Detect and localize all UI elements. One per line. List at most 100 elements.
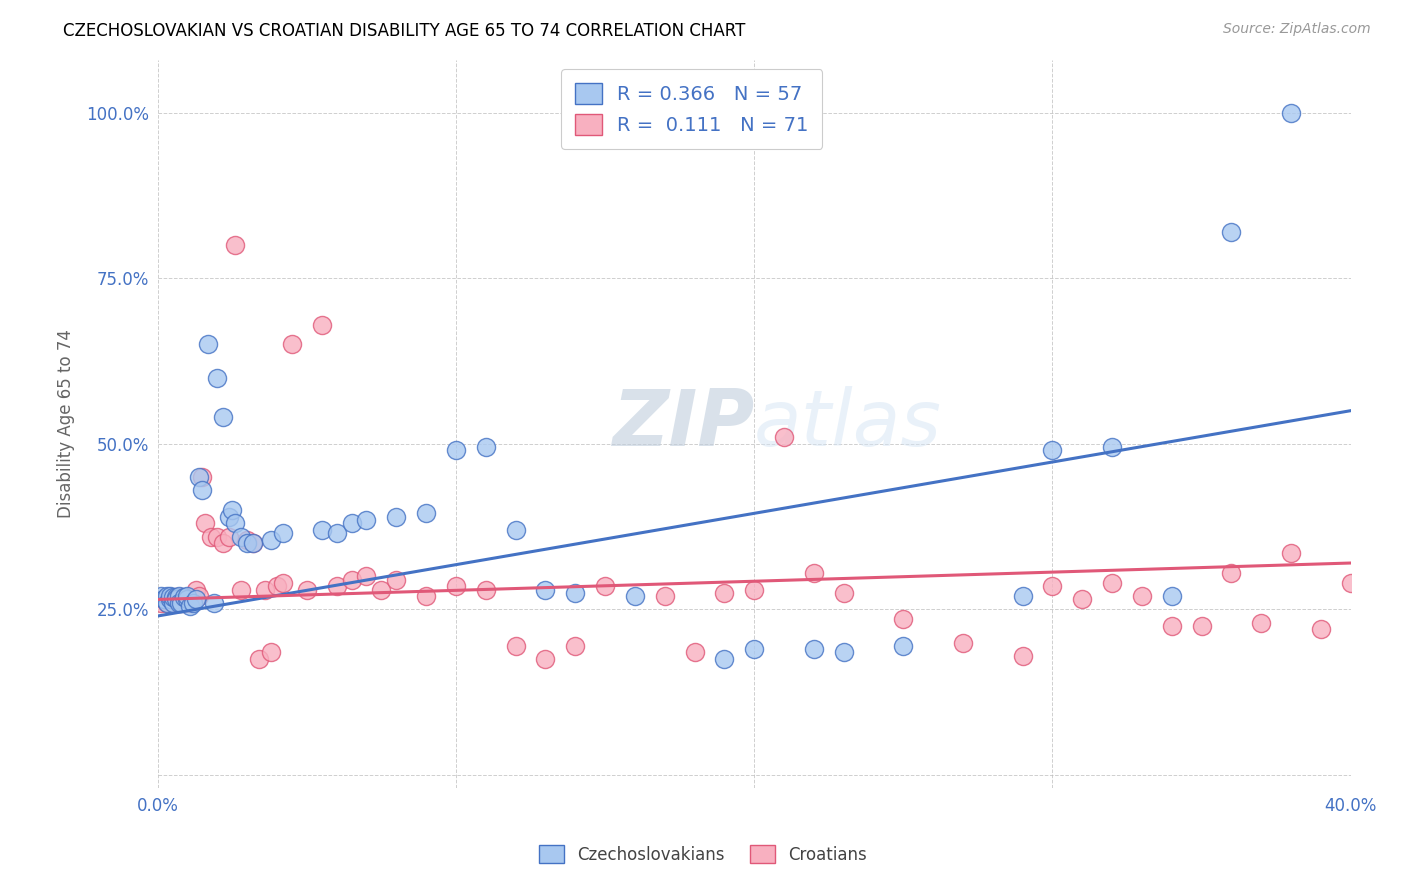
Point — [149, 596, 172, 610]
Legend: R = 0.366   N = 57, R =  0.111   N = 71: R = 0.366 N = 57, R = 0.111 N = 71 — [561, 70, 823, 149]
Point — [534, 652, 557, 666]
Point — [197, 337, 219, 351]
Point — [713, 586, 735, 600]
Point — [176, 589, 198, 603]
Point — [188, 470, 211, 484]
Point — [742, 582, 765, 597]
Point — [253, 582, 276, 597]
Point — [311, 318, 333, 332]
Point — [221, 503, 243, 517]
Point — [266, 579, 288, 593]
Point — [186, 582, 208, 597]
Point — [1220, 566, 1243, 580]
Point — [803, 566, 825, 580]
Point — [179, 599, 201, 613]
Point — [165, 591, 187, 605]
Point — [173, 596, 195, 610]
Legend: Czechoslovakians, Croatians: Czechoslovakians, Croatians — [533, 838, 873, 871]
Point — [654, 589, 676, 603]
Point — [224, 238, 246, 252]
Point — [224, 516, 246, 531]
Point — [170, 591, 193, 605]
Point — [385, 509, 408, 524]
Point — [149, 589, 172, 603]
Point — [165, 596, 187, 610]
Point — [1101, 440, 1123, 454]
Point — [179, 596, 201, 610]
Point — [325, 579, 347, 593]
Point — [152, 592, 174, 607]
Point — [162, 591, 184, 605]
Point — [159, 589, 181, 603]
Point — [1130, 589, 1153, 603]
Point — [624, 589, 647, 603]
Point — [1160, 619, 1182, 633]
Point — [295, 582, 318, 597]
Point — [370, 582, 392, 597]
Point — [247, 652, 270, 666]
Point — [162, 594, 184, 608]
Point — [832, 586, 855, 600]
Point — [1279, 546, 1302, 560]
Point — [165, 592, 187, 607]
Point — [159, 592, 181, 607]
Point — [155, 591, 177, 605]
Point — [713, 652, 735, 666]
Point — [202, 596, 225, 610]
Point — [1042, 443, 1064, 458]
Y-axis label: Disability Age 65 to 74: Disability Age 65 to 74 — [58, 329, 75, 518]
Point — [340, 573, 363, 587]
Point — [385, 573, 408, 587]
Point — [281, 337, 304, 351]
Point — [183, 596, 205, 610]
Point — [1279, 105, 1302, 120]
Point — [218, 509, 240, 524]
Point — [162, 596, 184, 610]
Point — [260, 645, 283, 659]
Text: Source: ZipAtlas.com: Source: ZipAtlas.com — [1223, 22, 1371, 37]
Point — [167, 596, 190, 610]
Point — [891, 639, 914, 653]
Point — [218, 529, 240, 543]
Point — [212, 536, 235, 550]
Point — [188, 589, 211, 603]
Point — [444, 579, 467, 593]
Point — [356, 513, 378, 527]
Point — [505, 639, 527, 653]
Point — [167, 596, 190, 610]
Point — [200, 529, 222, 543]
Point — [564, 586, 586, 600]
Point — [176, 592, 198, 607]
Point — [311, 523, 333, 537]
Point — [207, 370, 229, 384]
Point — [212, 410, 235, 425]
Point — [340, 516, 363, 531]
Point — [1309, 622, 1331, 636]
Point — [167, 589, 190, 603]
Point — [191, 470, 214, 484]
Text: atlas: atlas — [754, 386, 942, 462]
Point — [173, 591, 195, 605]
Point — [474, 582, 496, 597]
Point — [152, 592, 174, 607]
Point — [155, 596, 177, 610]
Point — [1220, 225, 1243, 239]
Point — [162, 596, 184, 610]
Point — [271, 526, 294, 541]
Point — [194, 516, 217, 531]
Point — [832, 645, 855, 659]
Text: ZIP: ZIP — [612, 386, 754, 462]
Point — [505, 523, 527, 537]
Point — [1011, 648, 1033, 663]
Point — [1101, 575, 1123, 590]
Point — [236, 533, 259, 547]
Text: CZECHOSLOVAKIAN VS CROATIAN DISABILITY AGE 65 TO 74 CORRELATION CHART: CZECHOSLOVAKIAN VS CROATIAN DISABILITY A… — [63, 22, 745, 40]
Point — [683, 645, 706, 659]
Point — [1250, 615, 1272, 630]
Point — [1071, 592, 1094, 607]
Point — [415, 506, 437, 520]
Point — [207, 529, 229, 543]
Point — [1191, 619, 1213, 633]
Point — [191, 483, 214, 497]
Point — [415, 589, 437, 603]
